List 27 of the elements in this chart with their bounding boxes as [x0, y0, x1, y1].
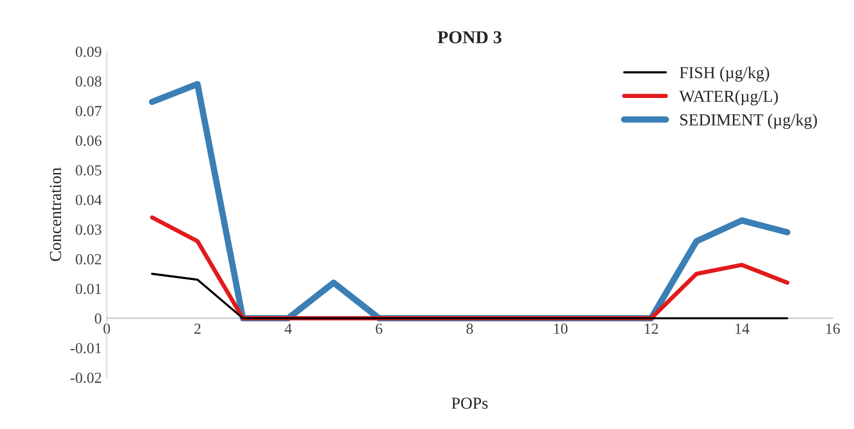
- x-tick-label: 0: [104, 324, 110, 334]
- legend-label: SEDIMENT (µg/kg): [680, 114, 817, 129]
- x-tick-label: 12: [644, 324, 658, 334]
- y-tick-label: 0.03: [76, 224, 102, 235]
- y-tick-label: -0.01: [70, 343, 101, 354]
- x-tick-label: 4: [284, 324, 292, 334]
- y-tick-label: 0.02: [76, 254, 102, 264]
- x-tick-label: 6: [376, 324, 382, 334]
- y-axis-title: Concentration: [50, 168, 62, 262]
- y-tick-label: 0.08: [76, 76, 102, 87]
- x-tick-label: 2: [194, 324, 200, 334]
- x-tick-label: 10: [554, 324, 568, 334]
- y-tick-label: 0.06: [76, 136, 102, 146]
- y-tick-label: 0.05: [76, 165, 102, 176]
- x-axis-title: POPs: [452, 398, 488, 409]
- legend-label: WATER(µg/L): [679, 90, 778, 106]
- x-tick-label: 14: [736, 324, 750, 334]
- legend-label: FISH (µg/kg): [680, 66, 770, 82]
- x-tick-label: 16: [826, 324, 840, 334]
- chart-title: POND 3: [438, 31, 502, 44]
- y-tick-label: 0: [94, 313, 102, 324]
- y-tick-label: 0.01: [76, 284, 101, 294]
- x-tick-label: 8: [466, 324, 473, 334]
- y-tick-label: -0.02: [70, 372, 102, 384]
- y-tick-label: 0.09: [76, 46, 102, 57]
- y-tick-label: 0.07: [76, 106, 102, 116]
- y-tick-label: 0.04: [76, 194, 102, 206]
